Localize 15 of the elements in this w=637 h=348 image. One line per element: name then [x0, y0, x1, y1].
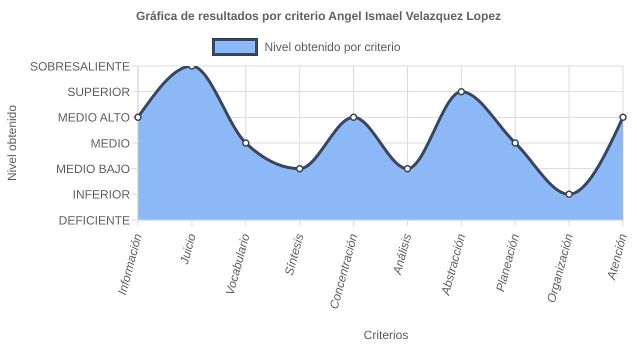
text: MEDIO ALTO	[58, 110, 130, 125]
x-tick-label: Juicio	[176, 232, 199, 266]
x-axis-title: Criterios	[362, 328, 410, 342]
x-tick-label: Análisis	[390, 232, 414, 277]
text: MEDIO BAJO	[56, 162, 130, 176]
text: Nivel obtenido	[5, 104, 19, 182]
legend-label: Nivel obtenido por criterio	[264, 40, 401, 54]
x-tick-label: Atención	[604, 232, 630, 282]
text: SUPERIOR	[67, 84, 130, 99]
text: INFERIOR	[72, 188, 130, 202]
x-tick-label: Síntesis	[282, 232, 306, 278]
chart-title: Gráfica de resultados por criterio Angel Ismael Velazquez Lopez	[135, 9, 502, 23]
text: DEFICIENTE	[58, 213, 130, 228]
text: MEDIO	[90, 136, 130, 150]
text: SOBRESALIENTE	[30, 59, 130, 74]
